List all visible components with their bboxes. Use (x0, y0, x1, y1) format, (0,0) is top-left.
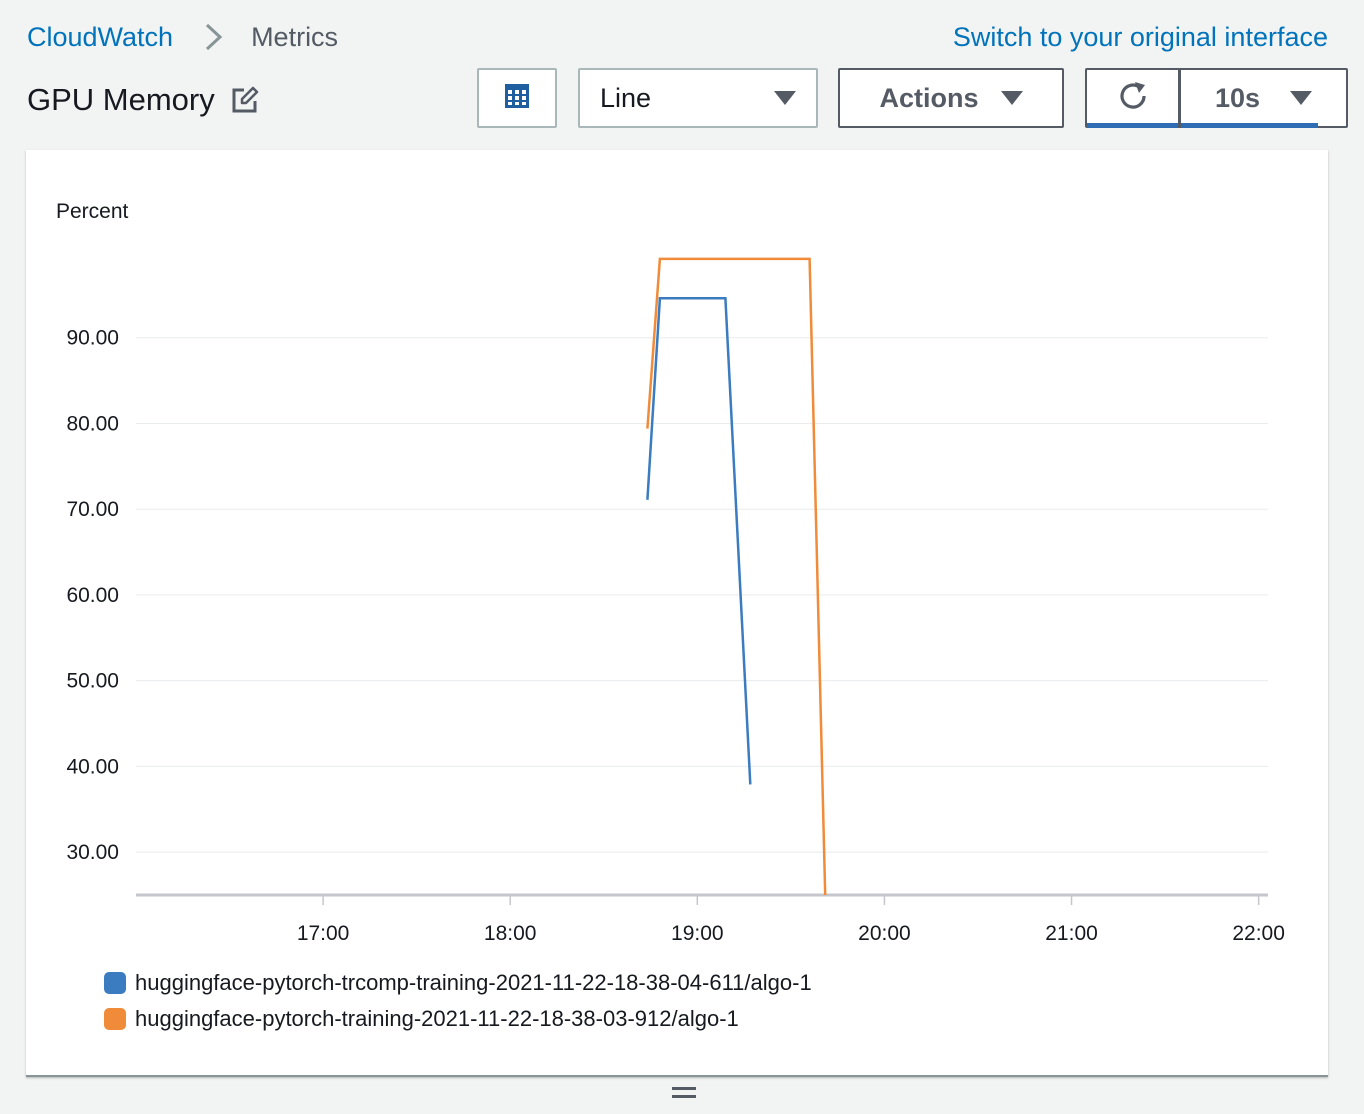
legend-label: huggingface-pytorch-trcomp-training-2021… (135, 970, 812, 995)
panel-bottom-border (26, 1075, 1328, 1077)
refresh-interval-dropdown[interactable]: 10s (1179, 68, 1348, 128)
y-tick-label: 80.00 (66, 412, 119, 435)
legend-swatch (104, 972, 126, 994)
grid-icon (504, 83, 530, 114)
edit-icon[interactable] (231, 86, 259, 114)
y-tick-label: 50.00 (66, 670, 119, 693)
chart-panel: Percent 90.00 80.00 70.00 60.00 50.00 40.00 30.… (26, 150, 1328, 1077)
caret-down-icon (774, 91, 796, 105)
resize-handle-icon[interactable] (672, 1087, 696, 1101)
breadcrumb-cloudwatch-link[interactable]: CloudWatch (27, 21, 174, 52)
legend-item[interactable]: huggingface-pytorch-training-2021-11-22-… (104, 1001, 812, 1037)
chevron-right-icon (203, 22, 225, 52)
x-tick-label: 20:00 (858, 922, 911, 945)
page-title: GPU Memory (27, 82, 215, 117)
y-tick-label: 60.00 (66, 584, 119, 607)
actions-button[interactable]: Actions (838, 68, 1064, 128)
x-tick-label: 19:00 (671, 922, 724, 945)
table-view-button[interactable] (477, 68, 557, 128)
x-tick-label: 18:00 (484, 922, 537, 945)
chart-legend: huggingface-pytorch-trcomp-training-2021… (104, 965, 812, 1037)
y-axis-label: Percent (56, 200, 129, 223)
refresh-button[interactable] (1085, 68, 1180, 128)
breadcrumb: CloudWatch Metrics (27, 18, 338, 56)
x-tick-label: 21:00 (1045, 922, 1098, 945)
chart-type-value: Line (600, 82, 652, 113)
caret-down-icon (1290, 91, 1313, 105)
switch-interface-link[interactable]: Switch to your original interface (952, 22, 1328, 52)
y-tick-label: 40.00 (66, 755, 119, 778)
series-line-2 (646, 257, 827, 896)
title-row: GPU Memory (27, 78, 259, 122)
caret-down-icon (1000, 91, 1023, 105)
line-chart: Percent 90.00 80.00 70.00 60.00 50.00 40.00 30.… (56, 200, 1285, 945)
interval-underline (1181, 123, 1318, 128)
y-tick-label: 70.00 (66, 498, 119, 521)
actions-label: Actions (879, 82, 979, 113)
refresh-icon (1116, 79, 1150, 118)
y-tick-label: 90.00 (66, 327, 119, 350)
y-tick-label: 30.00 (66, 841, 119, 864)
chart-type-select[interactable]: Line (578, 68, 818, 128)
refresh-underline (1087, 123, 1178, 128)
legend-item[interactable]: huggingface-pytorch-trcomp-training-2021… (104, 965, 812, 1001)
series-line-1 (646, 297, 752, 785)
x-tick-label: 17:00 (297, 922, 350, 945)
legend-swatch (104, 1008, 126, 1030)
legend-label: huggingface-pytorch-training-2021-11-22-… (135, 1006, 739, 1031)
refresh-interval-value: 10s (1214, 82, 1261, 113)
x-tick-label: 22:00 (1232, 922, 1285, 945)
breadcrumb-current: Metrics (251, 21, 339, 52)
